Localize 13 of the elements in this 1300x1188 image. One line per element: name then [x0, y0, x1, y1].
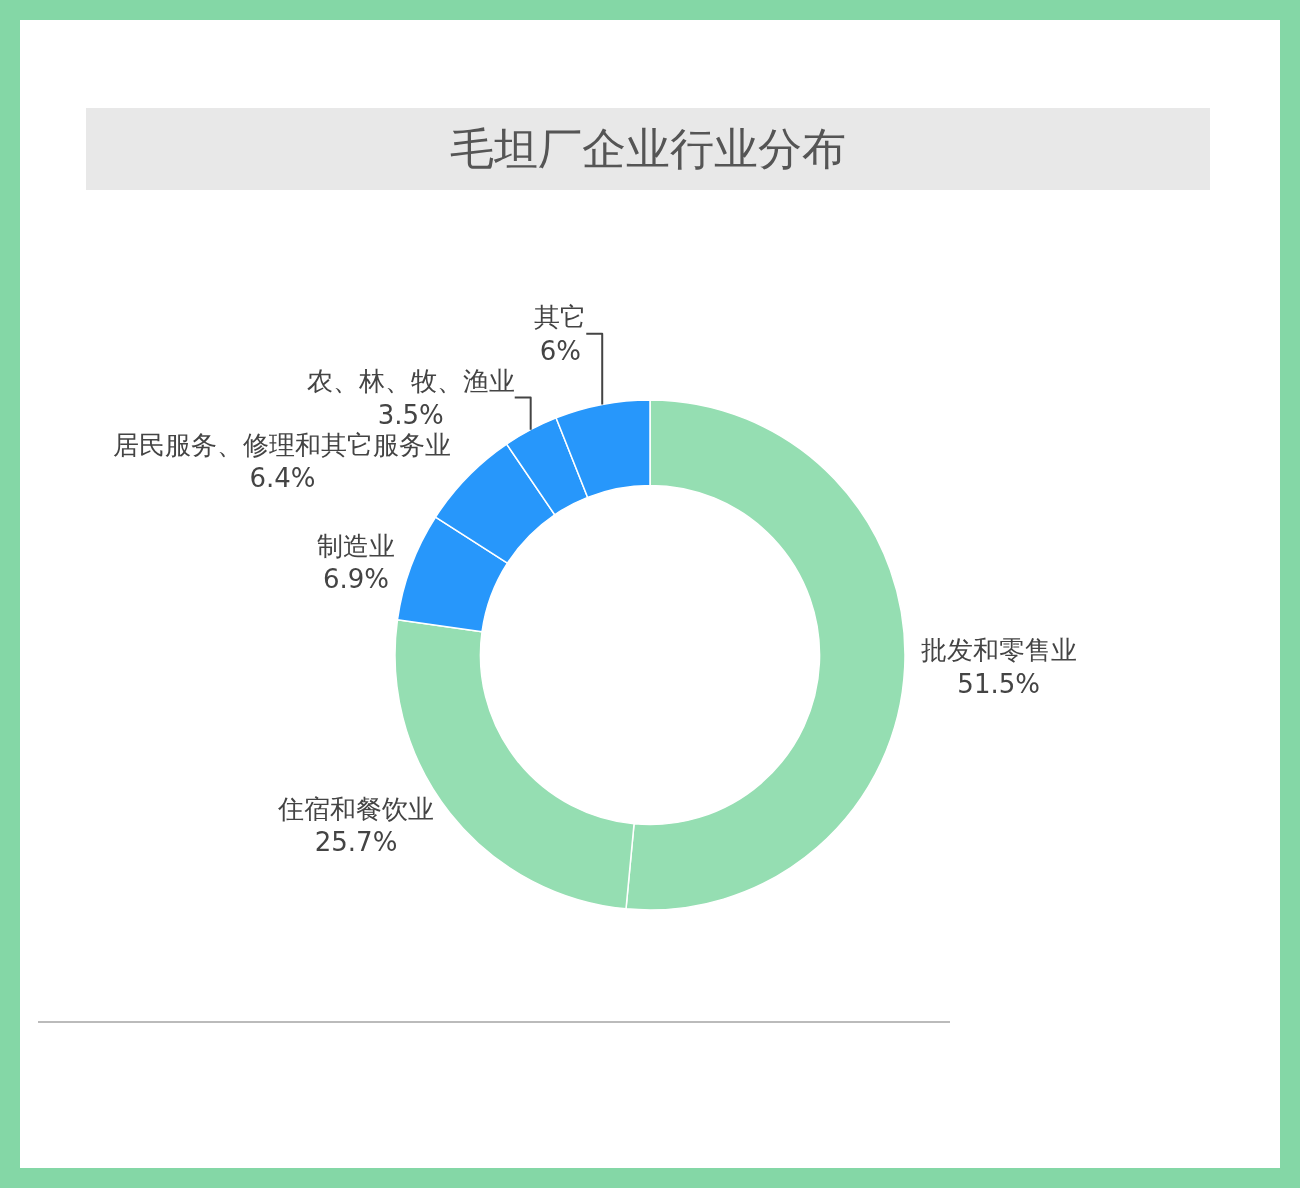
slice-label: 居民服务、修理和其它服务业: [113, 429, 452, 460]
data-label: 6%: [539, 335, 581, 366]
chart-title: 毛坦厂企业行业分布: [86, 108, 1210, 190]
slice-label: 住宿和餐饮业: [277, 793, 435, 824]
slice-label: 农、林、牧、渔业: [306, 365, 515, 396]
data-label: 3.5%: [377, 399, 444, 430]
data-label: 6.9%: [322, 564, 389, 595]
data-label: 51.5%: [957, 668, 1040, 699]
data-label: 6.4%: [249, 463, 316, 494]
slice-label: 制造业: [316, 530, 395, 561]
slice-label: 批发和零售业: [920, 635, 1077, 666]
slice-label: 其它: [534, 301, 587, 332]
data-label: 25.7%: [314, 827, 398, 858]
